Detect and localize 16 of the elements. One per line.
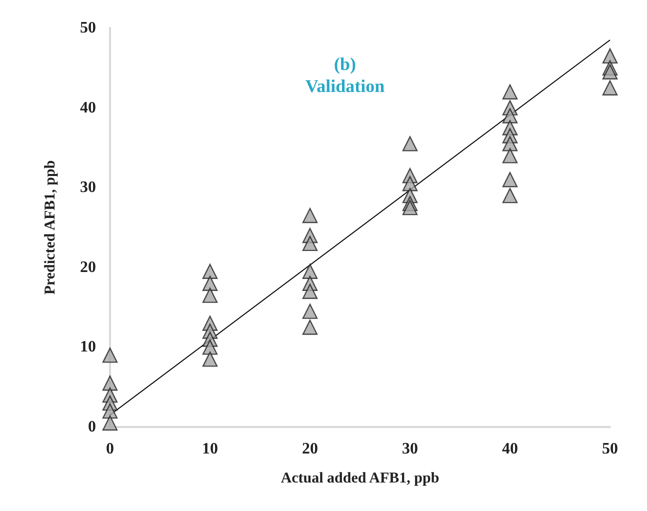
x-tick-label: 50 <box>602 440 618 458</box>
y-tick-label: 50 <box>80 20 96 36</box>
x-axis-title: Actual added AFB1, ppb <box>280 470 440 486</box>
y-tick-label: 20 <box>80 258 96 276</box>
x-tick-label: 10 <box>202 440 218 458</box>
y-axis-title: Predicted AFB1, ppb <box>42 160 58 295</box>
text: Validation <box>305 76 385 96</box>
y-tick-label: 30 <box>80 179 96 196</box>
y-tick-label: 10 <box>80 338 96 356</box>
text: (b) <box>334 54 356 74</box>
x-tick-label: 20 <box>302 440 318 458</box>
y-tick-label: 0 <box>88 418 96 436</box>
x-tick-label: 40 <box>502 440 518 458</box>
x-tick-label: 30 <box>402 440 418 458</box>
x-tick-label: 0 <box>106 440 114 458</box>
y-tick-label: 40 <box>80 99 96 116</box>
